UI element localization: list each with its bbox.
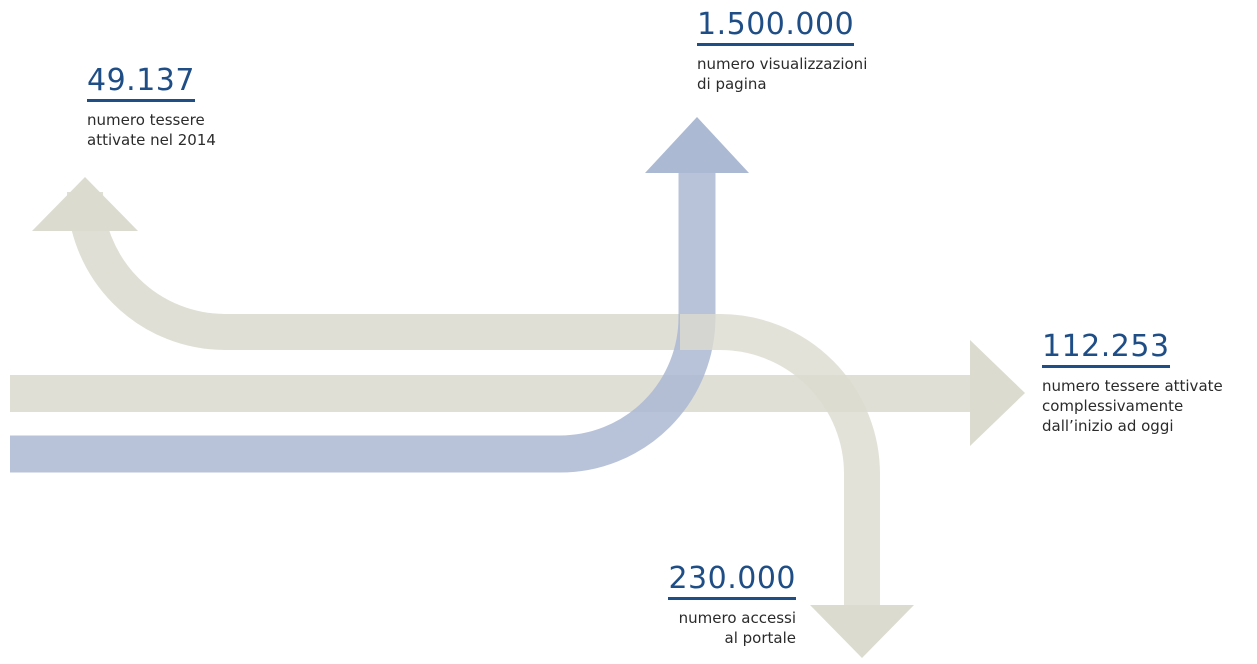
arrow-tessere-totali-head	[970, 340, 1025, 446]
arrow-tessere-2014-shaft	[67, 191, 680, 350]
arrow-accessi-head	[810, 605, 914, 658]
arrow-accessi-shaft	[680, 314, 880, 607]
stat-tessere-totali-description: numero tessere attivate complessivamente…	[1042, 377, 1223, 435]
stat-tessere-2014: 49.137 numero tessere attivate nel 2014	[87, 64, 216, 150]
stat-accessi: 230.000 numero accessi al portale	[668, 562, 796, 648]
stat-tessere-2014-description: numero tessere attivate nel 2014	[87, 111, 216, 149]
stat-tessere-totali: 112.253 numero tessere attivate compless…	[1042, 330, 1223, 436]
stat-accessi-value: 230.000	[668, 562, 796, 600]
stat-accessi-description: numero accessi al portale	[678, 609, 796, 647]
stat-tessere-2014-value: 49.137	[87, 64, 195, 102]
arrow-visualizzazioni-head	[645, 117, 749, 173]
stat-visualizzazioni-description: numero visualizzazioni di pagina	[697, 55, 868, 93]
arrow-tessere-2014-head	[32, 177, 138, 231]
stat-visualizzazioni: 1.500.000 numero visualizzazioni di pagi…	[697, 8, 867, 94]
stat-tessere-totali-value: 112.253	[1042, 330, 1170, 368]
stat-visualizzazioni-value: 1.500.000	[697, 8, 855, 46]
